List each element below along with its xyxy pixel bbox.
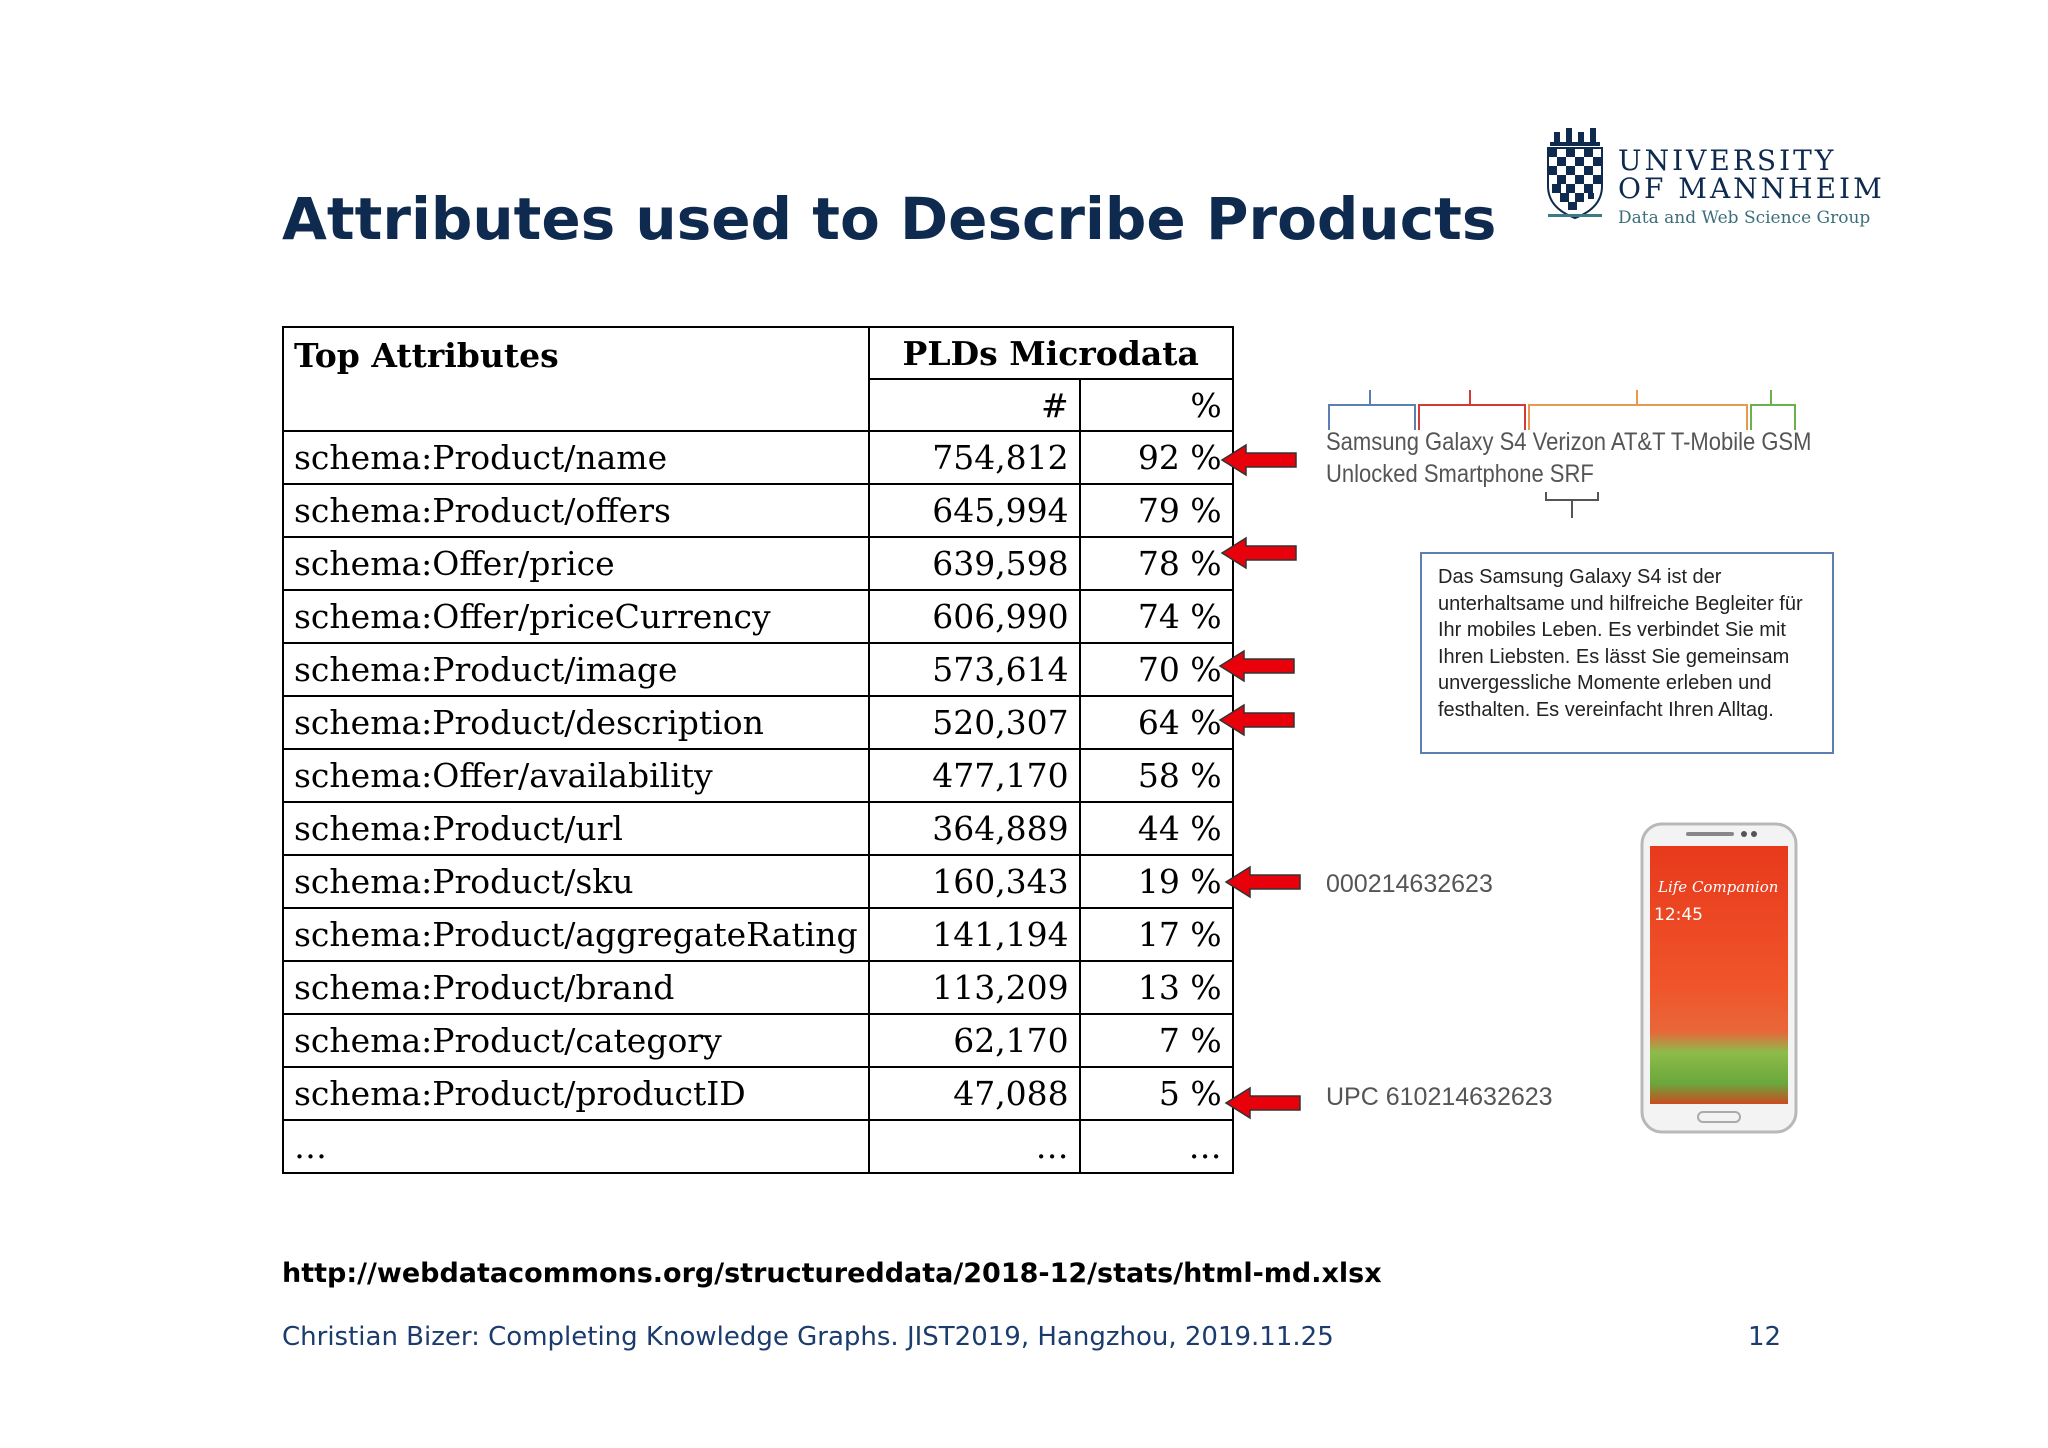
table-row: schema:Product/description 520,307 64 %: [282, 695, 1234, 750]
table-row: … … …: [282, 1119, 1234, 1174]
bracket-marker: [1328, 404, 1416, 430]
attr-cell: schema:Product/brand: [282, 960, 870, 1015]
bracket-marker: [1545, 492, 1599, 518]
header-count: #: [867, 378, 1081, 432]
left-arrow-icon: [1220, 443, 1297, 477]
attr-cell: schema:Product/aggregateRating: [282, 907, 870, 962]
count-cell: 606,990: [867, 589, 1081, 644]
attr-cell: …: [282, 1119, 870, 1174]
count-cell: 364,889: [867, 801, 1081, 856]
sku-value: 000214632623: [1326, 870, 1493, 898]
pct-cell: 44 %: [1078, 801, 1234, 856]
bracket-marker: [1750, 404, 1796, 430]
table-row: schema:Product/productID 47,088 5 %: [282, 1066, 1234, 1121]
table-row: schema:Product/category 62,170 7 %: [282, 1013, 1234, 1068]
attr-cell: schema:Offer/availability: [282, 748, 870, 803]
table-row: schema:Offer/priceCurrency 606,990 74 %: [282, 589, 1234, 644]
attr-cell: schema:Product/description: [282, 695, 870, 750]
table-row: schema:Offer/availability 477,170 58 %: [282, 748, 1234, 803]
mannheim-crest-icon: [1547, 128, 1603, 220]
count-cell: 477,170: [867, 748, 1081, 803]
pct-cell: 7 %: [1078, 1013, 1234, 1068]
attributes-table: Top Attributes PLDs Microdata # % schema…: [282, 326, 1234, 1174]
header-top-attributes: Top Attributes: [282, 326, 870, 432]
count-cell: 645,994: [867, 483, 1081, 538]
header-plds-microdata: PLDs Microdata: [867, 326, 1234, 380]
table-row: schema:Product/image 573,614 70 %: [282, 642, 1234, 697]
slide-title: Attributes used to Describe Products: [282, 185, 1497, 253]
left-arrow-icon: [1218, 703, 1295, 737]
header-percent: %: [1078, 378, 1234, 432]
table-row: schema:Product/offers 645,994 79 %: [282, 483, 1234, 538]
slide-footer: Christian Bizer: Completing Knowledge Gr…: [282, 1322, 1334, 1352]
bracket-tick: [1369, 390, 1371, 404]
bracket-tick: [1469, 390, 1471, 404]
page-number: 12: [1748, 1322, 1782, 1352]
count-cell: …: [867, 1119, 1081, 1174]
product-name-annotation: Samsung Galaxy S4 Verizon AT&T T-Mobile …: [1326, 390, 1826, 518]
table-subheader-row: # %: [283, 378, 1234, 432]
left-arrow-icon: [1224, 865, 1301, 899]
table-row: schema:Product/brand 113,209 13 %: [282, 960, 1234, 1015]
pct-cell: 17 %: [1078, 907, 1234, 962]
smartphone-image: Life Companion 12:45: [1640, 822, 1798, 1134]
left-arrow-icon: [1224, 1086, 1301, 1120]
pct-cell: 58 %: [1078, 748, 1234, 803]
pct-cell: 92 %: [1078, 430, 1234, 485]
pct-cell: 78 %: [1078, 536, 1234, 591]
count-cell: 113,209: [867, 960, 1081, 1015]
attr-cell: schema:Product/sku: [282, 854, 870, 909]
count-cell: 754,812: [867, 430, 1081, 485]
left-arrow-icon: [1218, 649, 1295, 683]
attr-cell: schema:Product/category: [282, 1013, 870, 1068]
attr-cell: schema:Offer/price: [282, 536, 870, 591]
bracket-marker: [1418, 404, 1526, 430]
count-cell: 573,614: [867, 642, 1081, 697]
product-name-line1: Samsung Galaxy S4 Verizon AT&T T-Mobile …: [1326, 428, 1812, 456]
count-cell: 141,194: [867, 907, 1081, 962]
logo-mannheim: OF MANNHEIM: [1618, 172, 1885, 205]
count-cell: 47,088: [867, 1066, 1081, 1121]
table-row: schema:Product/aggregateRating 141,194 1…: [282, 907, 1234, 962]
attr-cell: schema:Product/productID: [282, 1066, 870, 1121]
university-logo: UNIVERSITY OF MANNHEIM Data and Web Scie…: [1536, 122, 1882, 242]
pct-cell: 79 %: [1078, 483, 1234, 538]
logo-divider: [1548, 214, 1602, 217]
logo-university: UNIVERSITY: [1618, 144, 1837, 177]
table-row: schema:Product/url 364,889 44 %: [282, 801, 1234, 856]
phone-screen-title: Life Companion: [1657, 878, 1778, 896]
attr-cell: schema:Product/offers: [282, 483, 870, 538]
count-cell: 62,170: [867, 1013, 1081, 1068]
table-row: schema:Offer/price 639,598 78 %: [282, 536, 1234, 591]
pct-cell: 64 %: [1078, 695, 1234, 750]
bracket-tick: [1770, 390, 1772, 404]
product-id-value: UPC 610214632623: [1326, 1083, 1553, 1111]
bracket-tick: [1636, 390, 1638, 404]
logo-group-name: Data and Web Science Group: [1618, 208, 1871, 228]
attr-cell: schema:Product/image: [282, 642, 870, 697]
pct-cell: 19 %: [1078, 854, 1234, 909]
attr-cell: schema:Product/name: [282, 430, 870, 485]
count-cell: 520,307: [867, 695, 1081, 750]
left-arrow-icon: [1220, 536, 1297, 570]
product-description-box: Das Samsung Galaxy S4 ist der unterhalts…: [1420, 552, 1834, 754]
count-cell: 160,343: [867, 854, 1081, 909]
pct-cell: 74 %: [1078, 589, 1234, 644]
pct-cell: …: [1078, 1119, 1234, 1174]
bracket-marker: [1528, 404, 1748, 430]
phone-screen-time: 12:45: [1654, 905, 1703, 925]
product-name-line2: Unlocked Smartphone SRF: [1326, 460, 1594, 488]
pct-cell: 13 %: [1078, 960, 1234, 1015]
attr-cell: schema:Offer/priceCurrency: [282, 589, 870, 644]
pct-cell: 70 %: [1078, 642, 1234, 697]
source-url[interactable]: http://webdatacommons.org/structureddata…: [282, 1258, 1382, 1289]
pct-cell: 5 %: [1078, 1066, 1234, 1121]
table-header-row: Top Attributes PLDs Microdata: [282, 326, 1234, 432]
count-cell: 639,598: [867, 536, 1081, 591]
table-row: schema:Product/sku 160,343 19 %: [282, 854, 1234, 909]
table-row: schema:Product/name 754,812 92 %: [282, 430, 1234, 485]
attr-cell: schema:Product/url: [282, 801, 870, 856]
